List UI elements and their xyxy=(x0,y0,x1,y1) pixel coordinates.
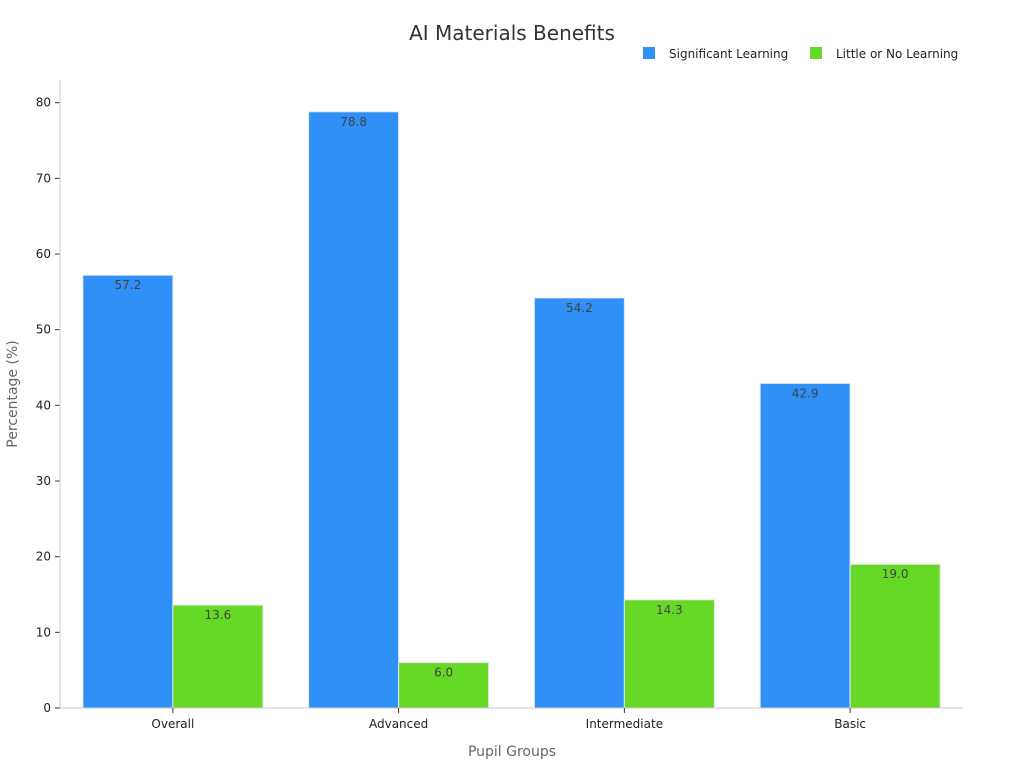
x-tick-label-advanced: Advanced xyxy=(369,717,428,731)
y-tick-label: 50 xyxy=(36,323,51,337)
data-label-little-or-no-learning-advanced: 6.0 xyxy=(434,666,453,680)
bar-significant-learning-basic xyxy=(759,382,851,709)
legend-label-little-or-no-learning: Little or No Learning xyxy=(836,47,958,61)
bar-significant-learning-advanced xyxy=(308,111,400,709)
chart-title: AI Materials Benefits xyxy=(409,21,615,45)
legend: Significant Learning Little or No Learni… xyxy=(643,47,958,61)
data-label-significant-learning-intermediate: 54.2 xyxy=(566,301,593,315)
y-tick-label: 30 xyxy=(36,474,51,488)
data-label-significant-learning-advanced: 78.8 xyxy=(340,115,367,129)
bar-value-labels: 57.2 13.6 78.8 6.0 54.2 14.3 42.9 19.0 xyxy=(115,115,909,680)
data-label-significant-learning-basic: 42.9 xyxy=(792,386,819,400)
x-axis-title: Pupil Groups xyxy=(468,744,556,760)
data-label-little-or-no-learning-intermediate: 14.3 xyxy=(656,603,683,617)
y-tick-label: 0 xyxy=(43,701,51,715)
data-label-little-or-no-learning-overall: 13.6 xyxy=(205,608,232,622)
y-tick-label: 80 xyxy=(36,96,51,110)
bar-little-or-no-learning-intermediate xyxy=(623,599,715,709)
bar-significant-learning-intermediate xyxy=(533,297,625,709)
x-tick-label-basic: Basic xyxy=(834,717,866,731)
legend-swatch-little-or-no-learning xyxy=(810,47,822,59)
y-tick-label: 60 xyxy=(36,247,51,261)
data-label-little-or-no-learning-basic: 19.0 xyxy=(882,567,909,581)
x-axis-ticks: Overall Advanced Intermediate Basic xyxy=(151,708,866,731)
y-tick-label: 40 xyxy=(36,398,51,412)
bar-little-or-no-learning-basic xyxy=(849,563,941,709)
y-tick-label: 10 xyxy=(36,625,51,639)
bars xyxy=(82,111,941,709)
bar-significant-learning-overall xyxy=(82,274,174,709)
y-tick-label: 70 xyxy=(36,171,51,185)
legend-swatch-significant-learning xyxy=(643,47,655,59)
y-axis-ticks: 0 10 20 30 40 50 60 70 80 xyxy=(36,96,60,715)
x-tick-label-intermediate: Intermediate xyxy=(586,717,663,731)
x-tick-label-overall: Overall xyxy=(151,717,194,731)
data-label-significant-learning-overall: 57.2 xyxy=(115,278,142,292)
y-axis-title: Percentage (%) xyxy=(5,340,21,447)
legend-label-significant-learning: Significant Learning xyxy=(669,47,788,61)
y-tick-label: 20 xyxy=(36,550,51,564)
